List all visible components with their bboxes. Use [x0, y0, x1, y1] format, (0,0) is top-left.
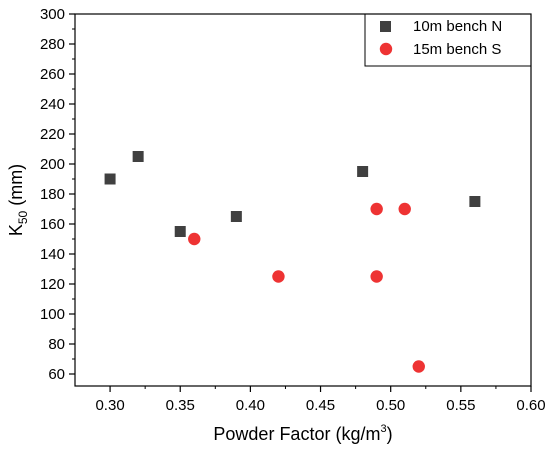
x-axis-title-tail: ): [387, 424, 393, 444]
x-axis-title-sup: 3: [380, 423, 386, 435]
y-tick-label: 300: [40, 6, 65, 23]
y-tick-label: 240: [40, 96, 65, 113]
y-axis-title-main: K: [6, 224, 26, 236]
axis-ticks: 0.30 0.35 0.40 0.45 0.50 0.55 0.60 60 80 100 120 14…: [40, 6, 546, 414]
data-point-series-1: [230, 211, 242, 222]
data-point-series-2: [370, 202, 383, 216]
x-tick-label: 0.35: [166, 397, 195, 414]
data-point-series-2: [412, 360, 425, 373]
legend-marker-10m-bench-n: [380, 21, 391, 32]
y-tick-label: 200: [40, 156, 65, 173]
x-axis-title: Powder Factor (kg/m3): [213, 423, 392, 444]
y-tick-label: 160: [40, 216, 65, 233]
y-tick-label: 280: [40, 36, 65, 53]
data-point-series-1: [357, 166, 369, 177]
data-point-series-2: [398, 202, 411, 216]
y-tick-label: 180: [40, 186, 65, 203]
data-point-series-2: [370, 270, 383, 283]
y-tick-label: 100: [40, 306, 65, 323]
y-tick-label: 140: [40, 246, 65, 263]
data-point-series-1: [104, 173, 116, 185]
x-tick-label: 0.60: [516, 397, 545, 414]
x-axis-title-main: Powder Factor (kg/m: [213, 424, 380, 444]
data-points: [104, 151, 481, 373]
y-tick-label: 80: [48, 336, 65, 353]
y-axis-title: K50 (mm): [6, 164, 30, 236]
y-tick-label: 60: [48, 366, 65, 383]
data-point-series-2: [188, 232, 201, 246]
data-point-series-1: [469, 196, 481, 207]
x-tick-label: 0.50: [376, 397, 405, 414]
y-axis-title-tail: (mm): [6, 164, 26, 211]
legend-label-10m-bench-n: 10m bench N: [413, 18, 502, 35]
data-point-series-1: [132, 151, 144, 162]
plot-frame: [74, 13, 532, 387]
legend: 10m bench N 15m bench S: [364, 13, 532, 67]
x-tick-label: 0.55: [446, 397, 475, 414]
legend-marker-15m-bench-s: [379, 42, 393, 56]
x-tick-label: 0.40: [236, 397, 265, 414]
x-tick-label: 0.30: [95, 397, 124, 414]
legend-label-15m-bench-s: 15m bench S: [413, 41, 501, 58]
y-tick-label: 220: [40, 126, 65, 143]
y-axis-title-sub: 50: [16, 210, 30, 224]
legend-box: [364, 13, 532, 67]
data-point-series-2: [272, 270, 285, 283]
x-tick-label: 0.45: [306, 397, 335, 414]
y-tick-label: 120: [40, 276, 65, 293]
data-point-series-1: [174, 226, 186, 237]
y-tick-label: 260: [40, 66, 65, 83]
